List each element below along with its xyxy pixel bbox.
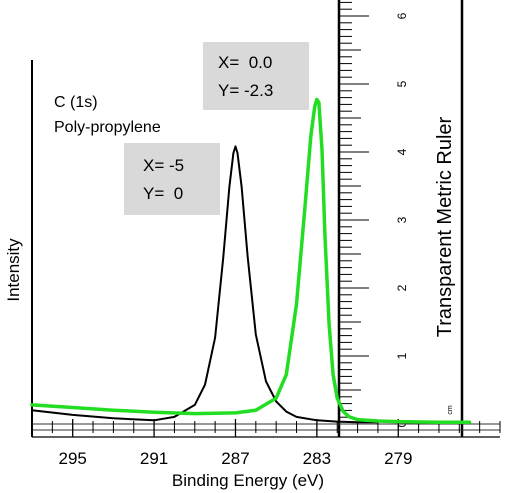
ruler-label: 6 <box>395 12 409 19</box>
series-line-black <box>31 145 379 424</box>
annotation-green-peak-box <box>203 42 309 110</box>
ruler-label: 3 <box>395 216 409 223</box>
x-tick-label: 287 <box>221 449 249 468</box>
sample-label-line1: C (1s) <box>54 94 98 111</box>
axes: 295 291 287 283 279 <box>31 60 501 468</box>
x-axis-tick-labels: 295 291 287 283 279 <box>59 449 413 468</box>
x-tick-label: 291 <box>140 449 168 468</box>
series-line-green <box>30 97 472 425</box>
x-tick-label: 283 <box>303 449 331 468</box>
sample-label-line2: Poly-propylene <box>54 119 161 136</box>
ruler-label: 2 <box>395 284 409 291</box>
series-group <box>30 97 472 425</box>
ruler-unit-label: cm <box>447 405 454 415</box>
x-tick-label: 279 <box>384 449 412 468</box>
annotation-black-peak-box <box>124 143 220 215</box>
annotation-black-peak: X= -5 Y= 0 <box>124 143 220 215</box>
annotation-black-peak-line1: X= -5 <box>143 156 184 175</box>
annotation-green-peak-line1: X= 0.0 <box>218 53 272 72</box>
y-axis-label: Intensity <box>4 238 23 302</box>
x-axis-label: Binding Energy (eV) <box>172 471 324 490</box>
ruler-label: 5 <box>395 80 409 87</box>
annotation-green-peak-line2: Y= -2.3 <box>218 81 273 100</box>
annotation-black-peak-line2: Y= 0 <box>143 184 183 203</box>
annotation-green-peak: X= 0.0 Y= -2.3 <box>203 42 309 110</box>
ruler-label: 4 <box>395 148 409 155</box>
x-tick-label: 295 <box>59 449 87 468</box>
ruler-label: 1 <box>395 352 409 359</box>
ruler-title: Transparent Metric Ruler <box>434 116 456 337</box>
ruler-ticks <box>339 1 369 425</box>
